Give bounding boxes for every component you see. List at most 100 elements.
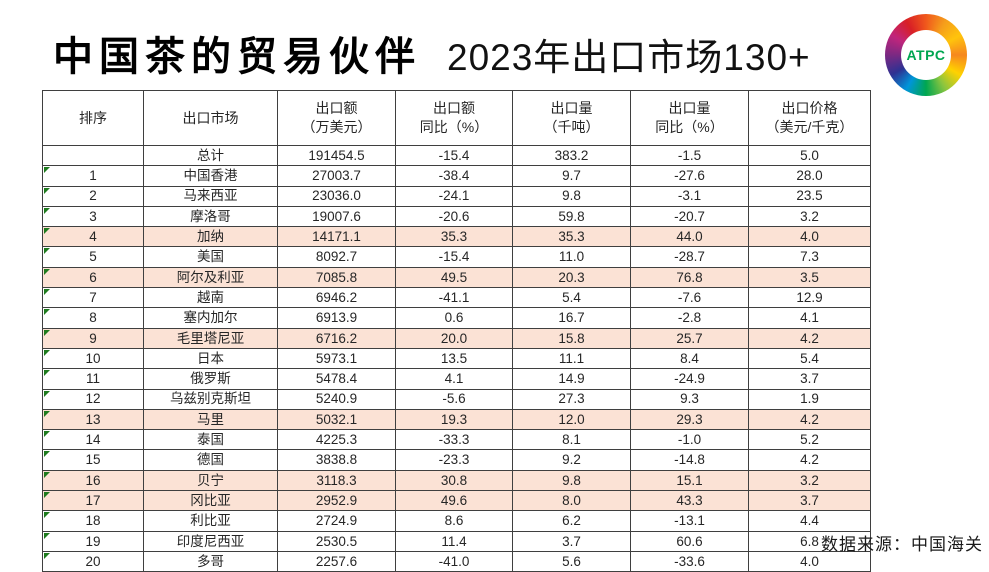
trade-table: 排序 出口市场 出口额 （万美元） 出口额 同比（%） 出口量 （千吨） — [42, 90, 871, 572]
rank-cell: 11 — [42, 368, 144, 390]
table-header-row: 排序 出口市场 出口额 （万美元） 出口额 同比（%） 出口量 （千吨） — [42, 90, 871, 146]
export-volume-yoy-cell: -13.1 — [630, 510, 749, 532]
export-price-cell: 5.2 — [748, 429, 871, 451]
export-price-cell: 1.9 — [748, 388, 871, 410]
export-value-yoy-cell: -20.6 — [395, 205, 513, 228]
rank-cell: 3 — [42, 205, 144, 228]
atpc-logo-icon: ATPC — [885, 14, 967, 96]
export-volume-yoy-cell: 29.3 — [630, 408, 749, 431]
slide-title-main: 中国茶的贸易伙伴 — [53, 35, 421, 79]
market-cell: 美国 — [143, 246, 278, 268]
rank-cell: 8 — [42, 307, 144, 329]
export-volume-yoy-cell: 8.4 — [630, 347, 749, 370]
market-cell: 德国 — [143, 449, 278, 471]
market-cell: 毛里塔尼亚 — [143, 327, 278, 349]
export-value-cell: 3118.3 — [277, 469, 396, 492]
table-row: 13 马里 5032.1 19.3 12.0 29.3 4.2 — [42, 408, 871, 431]
export-value-cell: 2257.6 — [277, 550, 396, 572]
col-header-export-volume: 出口量 （千吨） — [512, 90, 631, 146]
export-value-yoy-cell: -38.4 — [395, 165, 513, 187]
export-volume-cell: 14.9 — [512, 368, 631, 390]
rank-cell: 19 — [42, 530, 144, 552]
atpc-logo-center: ATPC — [901, 30, 951, 80]
export-volume-cell: 383.2 — [512, 144, 631, 167]
export-price-cell: 28.0 — [748, 165, 871, 187]
table-row: 1 中国香港 27003.7 -38.4 9.7 -27.6 28.0 — [42, 165, 871, 187]
export-volume-cell: 9.7 — [512, 165, 631, 187]
export-value-yoy-cell: 4.1 — [395, 368, 513, 390]
col-header-rank: 排序 — [42, 90, 144, 146]
cell-flag-triangle-icon — [44, 207, 50, 214]
cell-flag-triangle-icon — [44, 451, 50, 458]
export-volume-cell: 15.8 — [512, 327, 631, 349]
export-volume-cell: 3.7 — [512, 530, 631, 552]
table-row: 9 毛里塔尼亚 6716.2 20.0 15.8 25.7 4.2 — [42, 327, 871, 349]
cell-flag-triangle-icon — [44, 512, 50, 519]
export-value-yoy-cell: -41.0 — [395, 550, 513, 572]
export-price-cell: 4.2 — [748, 408, 871, 431]
col-header-export-volume-yoy: 出口量 同比（%） — [630, 90, 749, 146]
export-price-cell: 3.2 — [748, 469, 871, 492]
export-volume-cell: 27.3 — [512, 388, 631, 410]
cell-flag-triangle-icon — [44, 532, 50, 539]
table-row: 5 美国 8092.7 -15.4 11.0 -28.7 7.3 — [42, 246, 871, 268]
slide-title: 中国茶的贸易伙伴 2023年出口市场130+ — [53, 24, 811, 82]
export-value-yoy-cell: 30.8 — [395, 469, 513, 492]
export-value-yoy-cell: 49.5 — [395, 266, 513, 289]
export-volume-yoy-cell: 44.0 — [630, 226, 749, 248]
data-source-note: 数据来源：中国海关 — [821, 535, 983, 554]
export-value-yoy-cell: 35.3 — [395, 226, 513, 248]
cell-flag-triangle-icon — [44, 471, 50, 478]
rank-cell: 16 — [42, 469, 144, 492]
market-cell: 阿尔及利亚 — [143, 266, 278, 289]
market-cell: 日本 — [143, 347, 278, 370]
cell-flag-triangle-icon — [44, 410, 50, 417]
export-volume-cell: 16.7 — [512, 307, 631, 329]
export-volume-yoy-cell: -33.6 — [630, 550, 749, 572]
rank-cell: 18 — [42, 510, 144, 532]
atpc-logo-label: ATPC — [906, 47, 946, 63]
cell-flag-triangle-icon — [44, 390, 50, 397]
export-price-cell: 4.1 — [748, 307, 871, 329]
table-row: 18 利比亚 2724.9 8.6 6.2 -13.1 4.4 — [42, 510, 871, 532]
export-volume-yoy-cell: -24.9 — [630, 368, 749, 390]
rank-cell: 20 — [42, 550, 144, 572]
market-cell: 乌兹别克斯坦 — [143, 388, 278, 410]
cell-flag-triangle-icon — [44, 167, 50, 174]
export-volume-cell: 8.0 — [512, 490, 631, 512]
cell-flag-triangle-icon — [44, 228, 50, 235]
export-volume-yoy-cell: -1.5 — [630, 144, 749, 167]
market-cell: 越南 — [143, 287, 278, 309]
cell-flag-triangle-icon — [44, 309, 50, 316]
export-price-cell: 3.5 — [748, 266, 871, 289]
export-volume-yoy-cell: 9.3 — [630, 388, 749, 410]
export-value-cell: 5240.9 — [277, 388, 396, 410]
rank-cell: 1 — [42, 165, 144, 187]
export-value-yoy-cell: 19.3 — [395, 408, 513, 431]
export-value-yoy-cell: -5.6 — [395, 388, 513, 410]
rank-cell: 10 — [42, 347, 144, 370]
export-price-cell: 3.7 — [748, 490, 871, 512]
rank-cell: 6 — [42, 266, 144, 289]
export-value-cell: 19007.6 — [277, 205, 396, 228]
export-value-yoy-cell: -41.1 — [395, 287, 513, 309]
export-value-cell: 23036.0 — [277, 185, 396, 207]
table-row: 总计 191454.5 -15.4 383.2 -1.5 5.0 — [42, 144, 871, 167]
export-value-cell: 2952.9 — [277, 490, 396, 512]
table-body: 总计 191454.5 -15.4 383.2 -1.5 5.0 1 中国香港 27003.7-… — [42, 144, 871, 572]
export-value-cell: 5032.1 — [277, 408, 396, 431]
rank-cell: 15 — [42, 449, 144, 471]
export-value-yoy-cell: -15.4 — [395, 246, 513, 268]
export-volume-yoy-cell: 60.6 — [630, 530, 749, 552]
export-price-cell: 4.4 — [748, 510, 871, 532]
rank-cell: 5 — [42, 246, 144, 268]
export-value-cell: 5478.4 — [277, 368, 396, 390]
export-value-yoy-cell: 49.6 — [395, 490, 513, 512]
table-row: 4 加纳 14171.1 35.3 35.3 44.0 4.0 — [42, 226, 871, 248]
market-cell: 摩洛哥 — [143, 205, 278, 228]
export-price-cell: 7.3 — [748, 246, 871, 268]
rank-cell: 17 — [42, 490, 144, 512]
export-value-cell: 8092.7 — [277, 246, 396, 268]
export-volume-yoy-cell: 43.3 — [630, 490, 749, 512]
cell-flag-triangle-icon — [44, 268, 50, 275]
